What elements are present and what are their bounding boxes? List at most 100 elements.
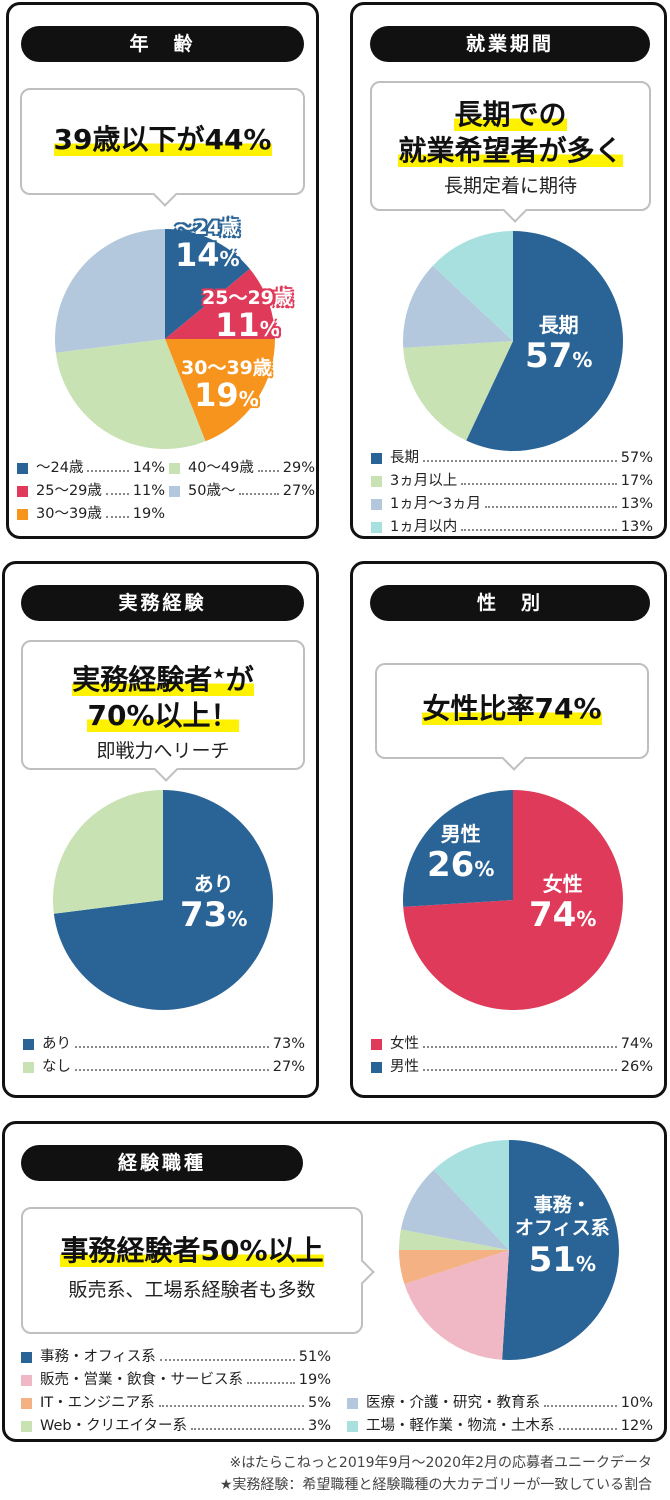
period-panel: 就業期間 長期での 就業希望者が多く 長期定着に期待 長期 57% 長期 57% … bbox=[350, 2, 667, 539]
legend-value: 27% bbox=[282, 483, 315, 499]
legend-text: 長期 bbox=[390, 450, 419, 466]
job-label-office-name2: オフィス系 bbox=[515, 1217, 610, 1239]
legend-value: 17% bbox=[620, 473, 653, 489]
footnote-source: ※はたらこねっと2019年9月〜2020年2月の応募者ユニークデータ bbox=[229, 1455, 652, 1471]
legend-value: 51% bbox=[298, 1349, 331, 1365]
age-headline-bubble: 39歳以下が44% bbox=[20, 88, 305, 207]
age-legend: 〜24歳 14% 40〜49歳 29% 25〜29歳 11% 50歳〜 27% 30〜3… bbox=[17, 457, 315, 526]
pie-slice-30〜39歳 bbox=[165, 339, 275, 442]
gender-label-female-pct: 74 bbox=[529, 895, 577, 935]
footnote-star: ★実務経験：希望職種と経験職種の大カテゴリーが一致している割合 bbox=[219, 1477, 652, 1493]
gender-label-male-name: 男性 bbox=[440, 822, 481, 846]
job-headline: 事務経験者50%以上 bbox=[60, 1234, 324, 1267]
legend-text: 男性 bbox=[390, 1059, 419, 1075]
experience-label-yes-name: あり bbox=[193, 872, 234, 896]
legend-swatch bbox=[17, 463, 28, 474]
job-label-office-unit: % bbox=[575, 1252, 596, 1276]
legend-value: 27% bbox=[272, 1059, 305, 1075]
legend-value: 3% bbox=[307, 1418, 331, 1434]
legend-swatch bbox=[371, 1039, 382, 1050]
job-legend-item: 医療・介護・研究・教育系 10% bbox=[347, 1392, 653, 1415]
gender-label-female-unit: % bbox=[576, 907, 597, 931]
experience-pie-chart bbox=[53, 790, 274, 1010]
pie-slice-IT・エンジニア系 bbox=[399, 1250, 509, 1284]
job-legend-item: 事務・オフィス系 51% bbox=[21, 1346, 331, 1369]
age-label-30-39-pct: 19 bbox=[194, 376, 239, 414]
pie-slice-1ヵ月〜3ヵ月 bbox=[403, 265, 513, 348]
job-legend-item: 販売・営業・飲食・サービス系 19% bbox=[21, 1369, 331, 1392]
job-subline: 販売系、工場系経験者も多数 bbox=[68, 1279, 316, 1301]
experience-legend-item: なし 27% bbox=[23, 1056, 305, 1079]
experience-headline-1: 実務経験者 bbox=[72, 663, 213, 697]
period-legend-item: 3ヵ月以上 17% bbox=[371, 470, 653, 493]
age-label-30-39-name: 30〜39歳 bbox=[181, 357, 272, 379]
age-pie-chart bbox=[55, 229, 275, 449]
pie-slice-医療・介護・研究・教育系 bbox=[400, 1169, 509, 1250]
gender-label-male: 男性 26% bbox=[427, 822, 494, 888]
pie-slice-3ヵ月以上 bbox=[403, 341, 513, 441]
gender-pie-chart bbox=[403, 790, 623, 1010]
job-legend-left: 事務・オフィス系 51% 販売・営業・飲食・サービス系 19% IT・エンジニア系 5… bbox=[21, 1346, 331, 1438]
star-icon: ★ bbox=[212, 665, 226, 683]
legend-swatch bbox=[17, 509, 28, 520]
legend-text: 30〜39歳 bbox=[36, 506, 102, 522]
legend-swatch bbox=[21, 1375, 32, 1386]
pie-slice-50歳〜 bbox=[55, 229, 166, 353]
period-label-long-pct: 57 bbox=[525, 336, 573, 376]
legend-swatch bbox=[21, 1352, 32, 1363]
legend-text: 医療・介護・研究・教育系 bbox=[366, 1395, 540, 1411]
experience-label-yes-unit: % bbox=[227, 907, 248, 931]
legend-swatch bbox=[17, 486, 28, 497]
gender-label-female: 女性 74% bbox=[529, 872, 596, 938]
period-headline-bubble: 長期での 就業希望者が多く 長期定着に期待 bbox=[370, 81, 651, 223]
legend-value: 13% bbox=[620, 496, 653, 512]
legend-text: 販売・営業・飲食・サービス系 bbox=[40, 1372, 243, 1388]
age-panel: 年 齢 39歳以下が44% 〜24歳 14% 25〜29歳 11% 30〜39歳… bbox=[6, 2, 319, 539]
pie-slice-なし bbox=[53, 790, 164, 914]
experience-legend: あり 73% なし 27% bbox=[23, 1033, 305, 1079]
legend-text: 事務・オフィス系 bbox=[40, 1349, 156, 1365]
legend-text: 〜24歳 bbox=[36, 460, 84, 476]
legend-text: 25〜29歳 bbox=[36, 483, 102, 499]
age-label-25-29-unit: % bbox=[259, 317, 280, 341]
age-label-30-39-unit: % bbox=[238, 387, 259, 411]
legend-swatch bbox=[371, 499, 382, 510]
legend-value: 10% bbox=[620, 1395, 653, 1411]
job-legend-item: 工場・軽作業・物流・土木系 12% bbox=[347, 1415, 653, 1438]
legend-text: 1ヵ月以内 bbox=[390, 519, 458, 535]
legend-value: 73% bbox=[272, 1036, 305, 1052]
age-label-under24-unit: % bbox=[219, 247, 240, 271]
age-legend-item: 25〜29歳 11% bbox=[17, 480, 165, 503]
age-label-under24: 〜24歳 14% bbox=[175, 217, 240, 275]
age-legend-item: 50歳〜 27% bbox=[169, 480, 315, 503]
job-label-office: 事務・ オフィス系 51% bbox=[515, 1194, 610, 1284]
legend-swatch bbox=[371, 453, 382, 464]
pie-slice-Web・クリエイター系 bbox=[399, 1229, 509, 1250]
legend-swatch bbox=[23, 1039, 34, 1050]
gender-headline-bubble: 女性比率74% bbox=[375, 663, 649, 771]
experience-label-yes: あり 73% bbox=[180, 872, 247, 938]
job-pie-chart bbox=[399, 1140, 620, 1360]
age-legend-item: 40〜49歳 29% bbox=[169, 457, 315, 480]
legend-swatch bbox=[347, 1421, 358, 1432]
legend-text: 工場・軽作業・物流・土木系 bbox=[366, 1418, 555, 1434]
legend-swatch bbox=[169, 463, 180, 474]
gender-title: 性 別 bbox=[370, 585, 650, 621]
period-legend: 長期 57% 3ヵ月以上 17% 1ヵ月〜3ヵ月 13% 1ヵ月以内 13% bbox=[371, 447, 653, 539]
experience-headline-2: 70%以上！ bbox=[87, 699, 239, 733]
period-headline-2: 就業希望者が多く bbox=[398, 134, 623, 167]
legend-value: 57% bbox=[620, 450, 653, 466]
experience-headline-1b: が bbox=[225, 663, 254, 697]
legend-swatch bbox=[371, 1062, 382, 1073]
age-label-25-29: 25〜29歳 11% bbox=[202, 287, 293, 345]
job-legend-item: Web・クリエイター系 3% bbox=[21, 1415, 331, 1438]
job-legend-right: 医療・介護・研究・教育系 10% 工場・軽作業・物流・土木系 12% bbox=[347, 1392, 653, 1438]
legend-text: IT・エンジニア系 bbox=[40, 1395, 155, 1411]
legend-value: 19% bbox=[298, 1372, 331, 1388]
legend-value: 12% bbox=[620, 1418, 653, 1434]
legend-text: 1ヵ月〜3ヵ月 bbox=[390, 496, 481, 512]
gender-panel: 性 別 女性比率74% 男性 26% 女性 74% 女性 74% 男性 26% bbox=[350, 561, 667, 1098]
legend-swatch bbox=[371, 522, 382, 533]
pie-slice-男性 bbox=[403, 790, 513, 907]
legend-value: 29% bbox=[282, 460, 315, 476]
